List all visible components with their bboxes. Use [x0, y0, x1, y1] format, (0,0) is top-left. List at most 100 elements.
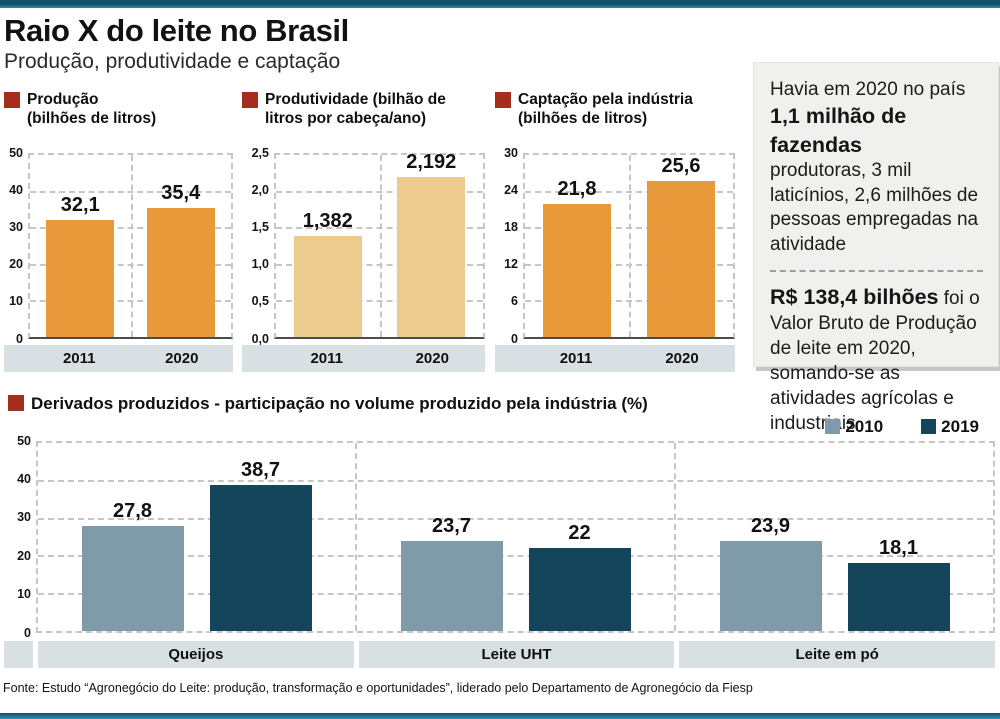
- plot-area: 27,8 38,7 23,7 22 23,9 18,1: [36, 440, 995, 633]
- x-axis-band: 2011 2020: [495, 344, 735, 372]
- chart-produtividade: Produtividade (bilhão de litros por cabe…: [242, 90, 485, 372]
- red-square-icon: [495, 91, 511, 108]
- x-category-label: 2020: [165, 349, 199, 367]
- chart-produtividade-title: Produtividade (bilhão de litros por cabe…: [242, 90, 485, 136]
- source-note: Fonte: Estudo “Agronegócio do Leite: pro…: [3, 680, 753, 695]
- y-tick-label: 20: [17, 548, 31, 563]
- y-axis: 50 40 30 20 10 0: [4, 434, 36, 640]
- gridline: [38, 517, 993, 520]
- value-label: 38,7: [241, 459, 280, 482]
- y-tick-label: 40: [17, 471, 31, 486]
- value-label: 1,382: [302, 209, 353, 232]
- value-label: 27,8: [113, 500, 152, 523]
- legend: 2010 2019: [4, 417, 979, 437]
- x-category-label: 2011: [62, 349, 96, 367]
- y-tick-label: 1,5: [251, 219, 269, 234]
- bar-2020: 2,192: [397, 151, 466, 337]
- legend-item-2019: 2019: [921, 417, 979, 437]
- chart-title-text: Produtividade (bilhão de litros por cabe…: [265, 90, 446, 128]
- group-leite-em-pó: 23,9 18,1: [676, 443, 993, 631]
- bar-2010-leite-em-pó: 23,9: [719, 515, 822, 631]
- chart-producao-plot-wrap: 50 40 30 20 10 0 32,1 35,4: [4, 146, 233, 346]
- facts-p2-highlight: R$ 138,4 bilhões: [770, 285, 939, 310]
- top-accent-bar: [0, 0, 1000, 8]
- group-leite-uht: 23,7 22: [357, 442, 676, 631]
- bar-2010-leite-uht: 23,7: [400, 515, 503, 631]
- bar-2011: 32,1: [46, 194, 115, 337]
- value-label: 21,8: [557, 178, 597, 201]
- facts-paragraph-1: Havia em 2020 no país 1,1 milhão de faze…: [770, 78, 983, 259]
- legend-2019-label: 2019: [941, 416, 979, 436]
- x-category-label: 2011: [310, 349, 344, 367]
- x-category-label: 2020: [665, 349, 699, 367]
- gridline: [38, 480, 993, 483]
- value-label: 25,6: [661, 155, 701, 178]
- bar-2020: 35,4: [146, 182, 215, 337]
- plot-area: 21,8 25,6: [523, 152, 735, 339]
- legend-2010-swatch-icon: [825, 419, 841, 435]
- y-tick-label: 50: [17, 433, 31, 448]
- y-tick-label: 0: [511, 331, 518, 346]
- x-axis-band: Queijos Leite UHT Leite em pó: [4, 640, 996, 668]
- plot-area: 1,382 2,192: [274, 151, 485, 339]
- chart-title-text: Captação pela indústria (bilhões de litr…: [518, 90, 693, 128]
- legend-2019-swatch-icon: [921, 419, 937, 435]
- value-label: 35,4: [161, 181, 201, 204]
- y-tick-label: 10: [17, 587, 31, 602]
- column-divider-line: [130, 154, 133, 337]
- chart-derivados-title: Derivados produzidos - participação no v…: [4, 394, 995, 414]
- group-queijos: 27,8 38,7: [38, 442, 357, 631]
- bottom-accent-bar: [0, 713, 1000, 719]
- page-title: Raio X do leite no Brasil: [4, 13, 349, 48]
- bar-2010-queijos: 27,8: [81, 500, 184, 631]
- y-tick-label: 0: [16, 331, 23, 346]
- top-charts-row: Produção (bilhões de litros) 50 40 30 20 10 0…: [0, 61, 1000, 434]
- chart-captacao-title: Captação pela indústria (bilhões de litr…: [495, 90, 735, 136]
- y-tick-label: 30: [9, 219, 23, 234]
- y-tick-label: 0: [24, 625, 31, 640]
- y-axis: 30 24 18 12 6 0: [495, 146, 523, 346]
- bar-2011: 21,8: [543, 178, 611, 337]
- legend-item-2010: 2010: [825, 417, 883, 437]
- band-spacer: [4, 640, 33, 668]
- y-tick-label: 0,5: [251, 294, 269, 309]
- value-label: 23,7: [432, 515, 471, 538]
- band-spacer: [495, 345, 523, 372]
- plot-area: 32,1 35,4: [28, 152, 233, 339]
- y-tick-label: 1,0: [251, 257, 269, 272]
- bar-2019-queijos: 38,7: [209, 459, 312, 631]
- red-square-icon: [8, 394, 24, 411]
- bar-2019-leite-em-pó: 18,1: [847, 537, 950, 631]
- x-category-label: 2011: [559, 349, 593, 367]
- y-tick-label: 2,0: [251, 182, 269, 197]
- gridline: [38, 555, 993, 558]
- chart-producao: Produção (bilhões de litros) 50 40 30 20 10 0…: [4, 90, 233, 372]
- facts-p2-rest: foi o Valor Bruto de Produção de leite e…: [770, 288, 980, 434]
- y-tick-label: 30: [504, 145, 518, 160]
- y-tick-label: 24: [504, 182, 518, 197]
- chart-captacao: Captação pela indústria (bilhões de litr…: [495, 90, 735, 372]
- y-tick-label: 10: [9, 294, 23, 309]
- column-divider-line: [629, 154, 631, 337]
- value-label: 32,1: [60, 193, 100, 216]
- y-tick-label: 40: [9, 182, 23, 197]
- red-square-icon: [242, 91, 258, 108]
- y-tick-label: 50: [9, 145, 23, 160]
- y-tick-label: 18: [504, 219, 518, 234]
- y-tick-label: 20: [9, 257, 23, 272]
- chart-derivados-plot-wrap: 50 40 30 20 10 0 27,8 38,7 23,7 22 23,9 18,1: [4, 434, 995, 640]
- facts-p1-rest: produtoras, 3 mil laticínios, 2,6 milhõe…: [770, 159, 979, 256]
- chart-derivados: Derivados produzidos - participação no v…: [0, 394, 1000, 668]
- x-axis-band: 2011 2020: [242, 344, 485, 372]
- value-label: 18,1: [879, 536, 918, 559]
- value-label: 2,192: [406, 150, 457, 173]
- facts-paragraph-2: R$ 138,4 bilhões foi o Valor Bruto de Pr…: [770, 283, 983, 436]
- y-axis: 50 40 30 20 10 0: [4, 146, 28, 346]
- y-axis: 2,5 2,0 1,5 1,0 0,5 0,0: [242, 146, 274, 346]
- facts-box: Havia em 2020 no país 1,1 milhão de faze…: [753, 61, 999, 434]
- x-axis-band: 2011 2020: [4, 344, 233, 372]
- red-square-icon: [4, 91, 20, 108]
- y-tick-label: 30: [17, 510, 31, 525]
- bar-2020: 25,6: [647, 155, 715, 337]
